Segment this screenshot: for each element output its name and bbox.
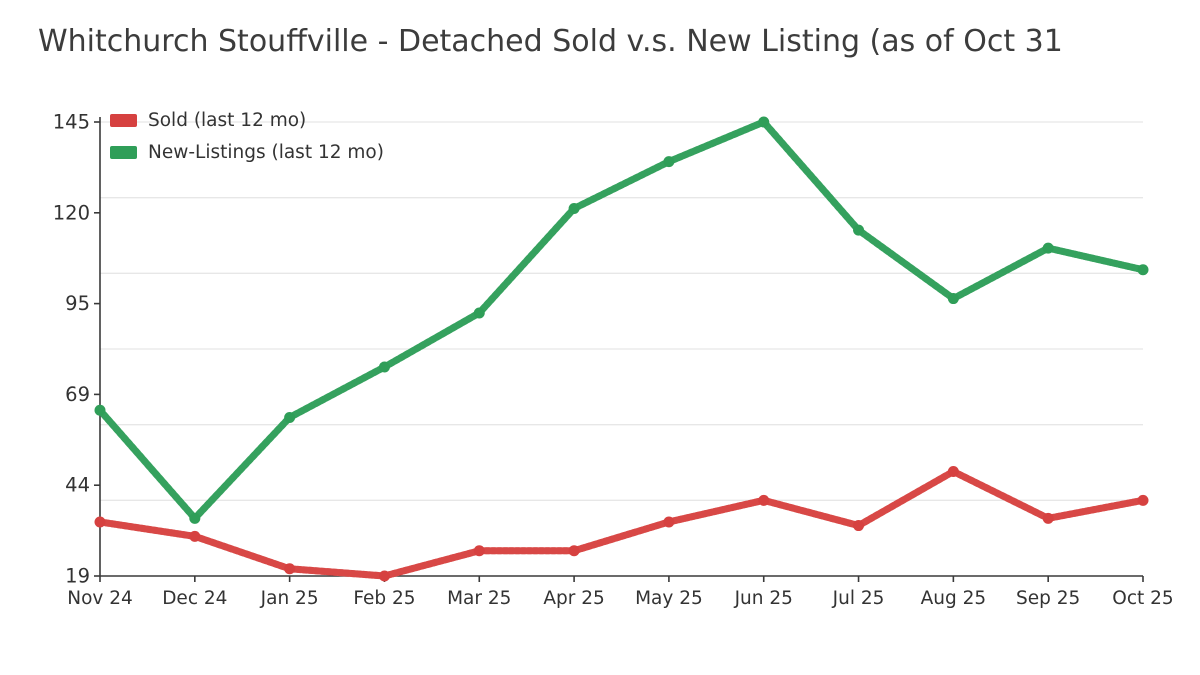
y-tick-label: 120 (53, 201, 90, 224)
new-listings-line-texture (96, 118, 1147, 522)
x-tick-label: Nov 24 (67, 588, 133, 609)
x-tick-label: Jan 25 (260, 588, 319, 609)
new-listings-data-point[interactable] (473, 307, 485, 319)
x-tick-label: Feb 25 (353, 588, 415, 609)
new-listings-data-point[interactable] (94, 404, 106, 416)
x-tick-label: Apr 25 (543, 588, 604, 609)
sold-line-texture (96, 468, 1147, 580)
new-listings-data-point[interactable] (947, 293, 959, 305)
new-listings-data-point[interactable] (1042, 242, 1054, 254)
new-listings-data-point[interactable] (758, 116, 770, 128)
x-tick-label: Oct 25 (1112, 588, 1173, 609)
y-tick-label: 69 (65, 383, 90, 406)
sold-data-point[interactable] (947, 466, 959, 478)
x-tick-label: May 25 (635, 588, 703, 609)
sold-data-point[interactable] (284, 563, 296, 575)
sold-legend-label: Sold (last 12 mo) (148, 109, 307, 131)
y-tick-label: 145 (53, 111, 90, 134)
new-listings-data-point[interactable] (1137, 264, 1149, 276)
y-tick-label: 19 (65, 565, 90, 588)
sold-data-point[interactable] (94, 516, 106, 528)
new-listings-data-point[interactable] (663, 156, 675, 168)
sold-data-point[interactable] (473, 545, 485, 557)
chart-title: Whitchurch Stouffville - Detached Sold v… (38, 24, 1063, 59)
sold-data-point[interactable] (568, 545, 580, 557)
sold-data-point[interactable] (663, 516, 675, 528)
x-tick-label: Jun 25 (734, 588, 793, 609)
legend: Sold (last 12 mo) New-Listings (last 12 … (110, 107, 384, 171)
sold-data-point[interactable] (378, 570, 390, 582)
sold-data-point[interactable] (189, 530, 201, 542)
new-listings-data-point[interactable] (378, 361, 390, 373)
x-tick-label: Jul 25 (832, 588, 885, 609)
x-tick-label: Aug 25 (921, 588, 987, 609)
new-listings-data-point[interactable] (853, 224, 865, 236)
new-listings-data-point[interactable] (568, 202, 580, 214)
sold-data-point[interactable] (1137, 494, 1149, 506)
new-listings-legend-label: New-Listings (last 12 mo) (148, 141, 384, 163)
x-tick-label: Sep 25 (1016, 588, 1080, 609)
y-tick-label: 95 (65, 292, 90, 315)
x-tick-label: Mar 25 (447, 588, 511, 609)
y-tick-label: 44 (65, 474, 90, 497)
x-tick-label: Dec 24 (162, 588, 227, 609)
sold-legend-swatch (110, 113, 137, 127)
legend-item-new-listings[interactable]: New-Listings (last 12 mo) (110, 139, 384, 165)
new-listings-data-point[interactable] (284, 411, 296, 423)
legend-item-sold[interactable]: Sold (last 12 mo) (110, 107, 384, 133)
new-listings-legend-swatch (110, 145, 137, 159)
sold-data-point[interactable] (853, 520, 865, 532)
new-listings-data-point[interactable] (189, 512, 201, 524)
sold-data-point[interactable] (758, 494, 770, 506)
new-listings-line (96, 118, 1147, 522)
sold-data-point[interactable] (1042, 512, 1054, 524)
